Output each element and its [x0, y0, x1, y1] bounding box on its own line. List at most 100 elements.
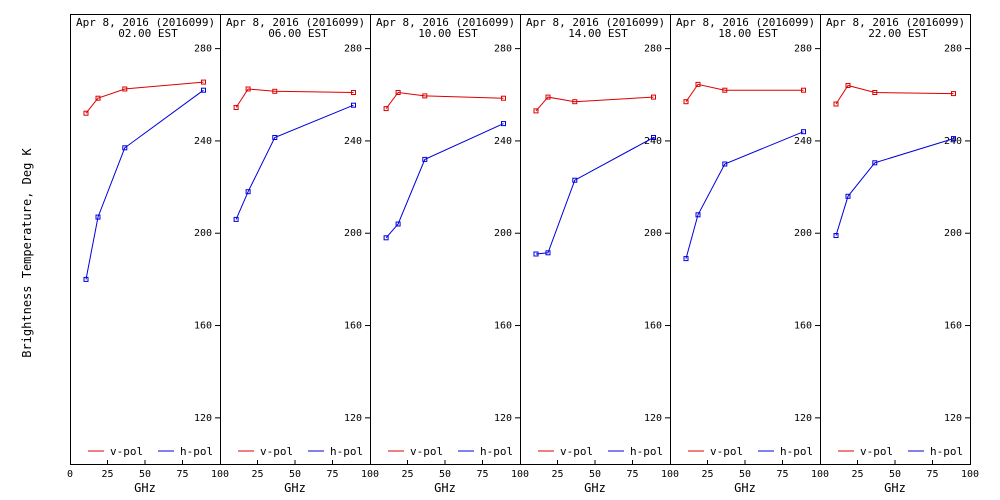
panel-frame — [670, 14, 821, 465]
y-tick-label: 160 — [494, 321, 512, 332]
data-point-h-pol — [83, 276, 89, 282]
x-tick-label: 75 — [476, 469, 488, 480]
x-axis-label: GHz — [734, 481, 756, 495]
data-point-h-pol — [233, 216, 239, 222]
panel-frame — [520, 14, 671, 465]
legend-label-h-pol: h-pol — [630, 445, 663, 458]
y-tick-label: 240 — [944, 136, 962, 147]
data-point-v-pol — [245, 86, 251, 92]
data-point-v-pol — [272, 88, 278, 94]
panel-frame — [370, 14, 521, 465]
data-point-v-pol — [95, 95, 101, 101]
y-tick-label: 280 — [494, 44, 512, 55]
y-tick-label: 280 — [344, 44, 362, 55]
data-point-h-pol — [201, 87, 206, 93]
x-tick-label: 75 — [326, 469, 338, 480]
y-tick-label: 120 — [944, 413, 962, 424]
data-point-v-pol — [572, 99, 578, 105]
y-tick-label: 120 — [194, 413, 212, 424]
y-tick-label: 200 — [494, 228, 512, 239]
y-tick-label: 240 — [794, 136, 812, 147]
series-line-v-pol — [835, 84, 954, 105]
panel-frame — [220, 14, 371, 465]
y-tick-label: 280 — [944, 44, 962, 55]
data-point-v-pol — [683, 99, 689, 105]
x-tick-label: 75 — [776, 469, 788, 480]
data-point-h-pol — [501, 121, 506, 127]
legend-label-v-pol: v-pol — [410, 445, 443, 458]
series-line-h-pol — [85, 89, 204, 280]
data-point-h-pol — [422, 156, 428, 162]
panel-4: Apr 8, 2016 (2016099)14.00 EST 120 160 200 2… — [520, 14, 679, 495]
data-point-h-pol — [245, 189, 251, 195]
data-point-h-pol — [872, 160, 878, 166]
data-point-h-pol — [95, 214, 101, 220]
legend-label-h-pol: h-pol — [180, 445, 213, 458]
legend-label-h-pol: h-pol — [780, 445, 813, 458]
data-point-h-pol — [833, 233, 839, 238]
x-tick-label: 25 — [401, 469, 413, 480]
data-point-h-pol — [801, 129, 806, 135]
x-tick-label: 0 — [67, 469, 73, 480]
panel-subtitle: 22.00 EST — [868, 27, 928, 40]
panel-title: Apr 8, 2016 (2016099) — [526, 16, 665, 29]
x-tick-label: 100 — [961, 469, 979, 480]
y-tick-label: 240 — [494, 136, 512, 147]
y-tick-label: 200 — [344, 228, 362, 239]
x-tick-label: 75 — [626, 469, 638, 480]
data-point-v-pol — [695, 81, 701, 87]
y-axis-label: Brightness Temperature, Deg K — [20, 147, 34, 357]
data-point-h-pol — [722, 161, 728, 167]
legend-label-v-pol: v-pol — [110, 445, 143, 458]
panel-title: Apr 8, 2016 (2016099) — [376, 16, 515, 29]
panel-frame — [820, 14, 971, 465]
series-line-v-pol — [685, 83, 804, 102]
x-tick-label: 100 — [361, 469, 379, 480]
x-tick-label: 100 — [811, 469, 829, 480]
data-point-v-pol — [122, 86, 128, 92]
panel-6: Apr 8, 2016 (2016099)22.00 EST 120 160 200 2… — [820, 14, 979, 495]
series-line-h-pol — [685, 131, 804, 259]
y-tick-label: 160 — [944, 321, 962, 332]
data-point-h-pol — [533, 251, 539, 257]
x-tick-label: 50 — [589, 469, 601, 480]
series-line-v-pol — [85, 81, 204, 114]
legend-label-h-pol: h-pol — [930, 445, 963, 458]
panel-title: Apr 8, 2016 (2016099) — [826, 16, 965, 29]
y-tick-label: 120 — [344, 413, 362, 424]
data-point-h-pol — [695, 212, 701, 218]
data-point-v-pol — [422, 93, 428, 99]
panel-title: Apr 8, 2016 (2016099) — [676, 16, 815, 29]
data-point-v-pol — [845, 83, 851, 88]
x-tick-label: 50 — [289, 469, 301, 480]
data-point-v-pol — [383, 106, 389, 112]
series-line-v-pol — [235, 88, 354, 108]
y-tick-label: 200 — [644, 228, 662, 239]
legend-label-v-pol: v-pol — [560, 445, 593, 458]
data-point-v-pol — [351, 90, 356, 95]
data-point-h-pol — [651, 135, 656, 140]
data-point-v-pol — [83, 110, 89, 116]
legend-label-v-pol: v-pol — [860, 445, 893, 458]
data-point-v-pol — [722, 87, 728, 93]
x-tick-label: 50 — [139, 469, 151, 480]
x-axis-label: GHz — [134, 481, 156, 495]
data-point-v-pol — [872, 90, 878, 95]
y-tick-label: 240 — [194, 136, 212, 147]
y-tick-label: 120 — [794, 413, 812, 424]
data-point-v-pol — [533, 108, 539, 114]
panel-title: Apr 8, 2016 (2016099) — [226, 16, 365, 29]
panels: Apr 8, 2016 (2016099)02.00 EST1201602002… — [67, 14, 979, 495]
x-tick-label: 50 — [739, 469, 751, 480]
panel-subtitle: 10.00 EST — [418, 27, 478, 40]
y-tick-label: 240 — [344, 136, 362, 147]
panel-subtitle: 06.00 EST — [268, 27, 328, 40]
legend-label-v-pol: v-pol — [260, 445, 293, 458]
data-point-v-pol — [201, 79, 206, 85]
y-tick-label: 120 — [494, 413, 512, 424]
x-tick-label: 50 — [889, 469, 901, 480]
x-tick-label: 25 — [551, 469, 563, 480]
series-line-h-pol — [835, 138, 954, 236]
series-line-v-pol — [385, 91, 504, 109]
